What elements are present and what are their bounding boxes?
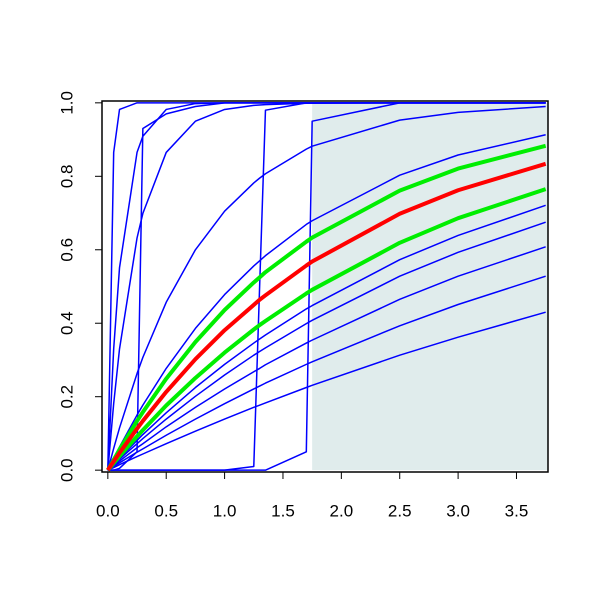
curve xyxy=(107,134,546,471)
y-tick-label: 0.0 xyxy=(57,458,76,482)
x-tick-label: 3.5 xyxy=(505,501,529,520)
curve xyxy=(107,246,546,471)
curve xyxy=(106,161,547,472)
y-tick-label: 0.8 xyxy=(57,164,76,188)
x-tick-label: 0.0 xyxy=(96,501,120,520)
x-tick-label: 1.0 xyxy=(213,501,237,520)
y-tick-label: 1.0 xyxy=(57,91,76,115)
x-tick-label: 2.5 xyxy=(388,501,412,520)
curve xyxy=(106,143,547,472)
x-tick-label: 2.0 xyxy=(330,501,354,520)
curve xyxy=(106,187,547,472)
x-tick-label: 1.5 xyxy=(271,501,295,520)
y-tick-label: 0.2 xyxy=(57,385,76,409)
plot-box xyxy=(101,100,549,473)
curve xyxy=(107,221,546,471)
y-tick-label: 0.6 xyxy=(57,238,76,262)
x-tick-label: 0.5 xyxy=(154,501,178,520)
curve xyxy=(107,102,546,471)
curve xyxy=(107,105,546,471)
x-tick-label: 3.0 xyxy=(446,501,470,520)
y-tick-label: 0.4 xyxy=(57,311,76,335)
curve xyxy=(107,275,546,471)
